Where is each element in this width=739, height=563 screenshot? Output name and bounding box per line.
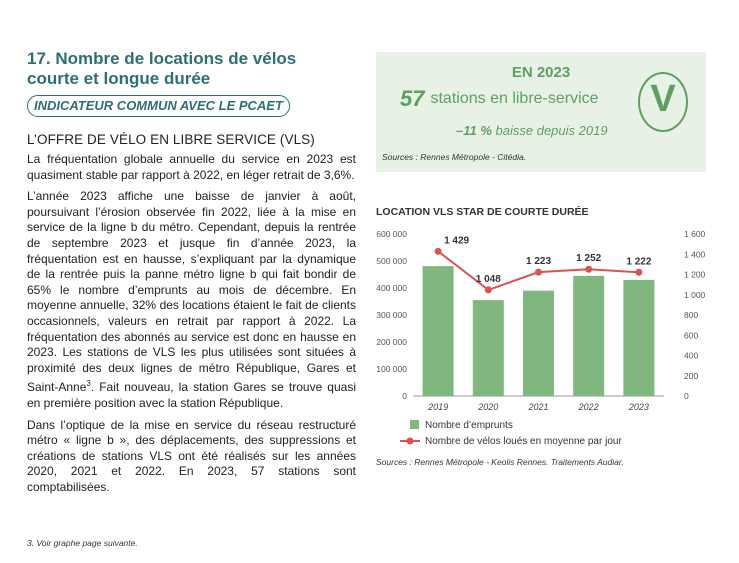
left-axis-tick-label: 0 [402, 391, 407, 401]
right-axis-tick-label: 1 200 [684, 270, 706, 280]
body-text: La fréquentation globale annuelle du ser… [27, 152, 356, 501]
right-axis-tick-label: 400 [684, 351, 698, 361]
section-heading: L’OFFRE DE VÉLO EN LIBRE SERVICE (VLS) [27, 132, 315, 147]
bar-2022 [573, 275, 605, 396]
paragraph-2: L’année 2023 affiche une baisse de janvi… [27, 189, 356, 411]
left-axis-tick-label: 500 000 [376, 256, 407, 266]
line-point-2021 [535, 268, 542, 276]
legend-bar-label: Nombre d’emprunts [425, 420, 513, 431]
line-point-2020 [484, 286, 492, 294]
line-data-label: 1 223 [526, 256, 551, 267]
footnote-ref: 3 [86, 379, 91, 389]
kpi-main: 57 stations en libre-service [400, 86, 599, 112]
right-axis-tick-label: 0 [684, 391, 689, 401]
kpi-label: stations en libre-service [430, 90, 599, 107]
right-axis-tick-label: 1 400 [684, 249, 706, 259]
footnote: 3. Voir graphe page suivante. [27, 538, 138, 548]
left-axis-tick-label: 100 000 [376, 364, 407, 374]
left-axis-tick-label: 400 000 [376, 283, 407, 293]
line-point-2023 [635, 268, 643, 276]
line-data-label: 1 429 [444, 235, 469, 246]
chart-title: LOCATION VLS STAR DE COURTE DURÉE [376, 206, 589, 218]
kpi-box: EN 2023 57 stations en libre-service –11 … [376, 52, 706, 172]
v-badge-icon [638, 72, 688, 132]
indicator-pill: INDICATEUR COMMUN AVEC LE PCAET [27, 95, 290, 117]
bar-2021 [523, 290, 554, 396]
left-axis-tick-label: 600 000 [376, 229, 407, 239]
x-tick-label: 2021 [527, 402, 548, 412]
bar-2020 [472, 300, 504, 396]
line-data-label: 1 222 [626, 256, 651, 267]
left-axis-tick-label: 200 000 [376, 337, 407, 347]
page-title: 17. Nombre de locations de vélos courte … [27, 49, 297, 88]
chart: 0 100 000 200 000 300 000 400 000 500 000 600 … [376, 229, 706, 447]
legend-line-label: Nombre de vélos loués en moyenne par jou… [425, 436, 622, 447]
paragraph-2-a: L’année 2023 affiche une baisse de janvi… [27, 189, 356, 395]
line-point-2022 [585, 265, 593, 273]
line-point-2019 [434, 247, 442, 255]
paragraph-2-b: . Fait nouveau, la station Gares se trou… [27, 380, 356, 410]
right-axis-tick-label: 1 600 [684, 229, 706, 239]
right-axis-tick-label: 200 [684, 371, 698, 381]
kpi-number: 57 [400, 86, 425, 111]
v-badge-letter: V [650, 78, 676, 120]
kpi-change-value: –11 % [456, 123, 492, 138]
x-tick-label: 2019 [427, 402, 448, 412]
kpi-change-label: baisse depuis 2019 [495, 123, 608, 138]
right-axis-tick-label: 600 [684, 330, 698, 340]
line-data-label: 1 048 [476, 274, 501, 285]
right-axis-tick-label: 800 [684, 310, 698, 320]
kpi-year: EN 2023 [511, 64, 571, 81]
bar-2023 [623, 279, 655, 396]
x-tick-label: 2022 [578, 402, 599, 412]
x-tick-label: 2020 [477, 402, 498, 412]
paragraph-1: La fréquentation globale annuelle du ser… [27, 152, 356, 182]
chart-source: Sources : Rennes Métropole - Keolis Renn… [376, 457, 624, 467]
right-axis-tick-label: 1 000 [684, 290, 706, 300]
left-axis-tick-label: 300 000 [376, 310, 407, 320]
kpi-source: Sources : Rennes Métropole - Citédia. [382, 152, 527, 162]
kpi-change: –11 % baisse depuis 2019 [456, 123, 608, 138]
paragraph-3: Dans l’optique de la mise en service du … [27, 417, 356, 494]
legend-line-marker [406, 437, 414, 445]
legend-bar-swatch [410, 420, 419, 429]
line-data-label: 1 252 [576, 253, 601, 264]
x-tick-label: 2023 [628, 402, 649, 412]
bar-2019 [422, 266, 454, 396]
